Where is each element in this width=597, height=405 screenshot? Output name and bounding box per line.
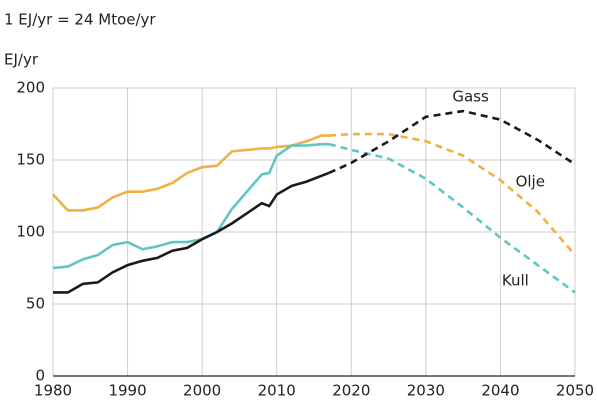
projection-line [328, 132, 576, 256]
y-tick-label: 0 [35, 367, 45, 385]
x-tick-label: 1990 [108, 382, 146, 400]
y-tick-label: 100 [16, 223, 45, 241]
x-tick-label: 2020 [332, 382, 370, 400]
series-label: Olje [516, 173, 545, 191]
projection-line [328, 142, 576, 294]
history-line [52, 134, 329, 212]
history-line [53, 171, 330, 294]
x-tick-label: 2040 [481, 382, 519, 400]
series-label: Gass [452, 88, 489, 106]
y-tick-label: 150 [16, 151, 45, 169]
history-line [52, 142, 329, 270]
y-tick-label: 200 [16, 79, 45, 97]
projection-line [328, 109, 576, 175]
x-tick-label: 2050 [556, 382, 594, 400]
x-tick-label: 2010 [258, 382, 296, 400]
y-tick-label: 50 [26, 295, 45, 313]
x-tick-label: 1980 [34, 382, 72, 400]
subtitle: 1 EJ/yr = 24 Mtoe/yr [4, 11, 156, 29]
x-tick-label: 2000 [183, 382, 221, 400]
y-axis-label: EJ/yr [4, 51, 39, 69]
series-label: Kull [502, 272, 529, 290]
x-tick-label: 2030 [407, 382, 445, 400]
